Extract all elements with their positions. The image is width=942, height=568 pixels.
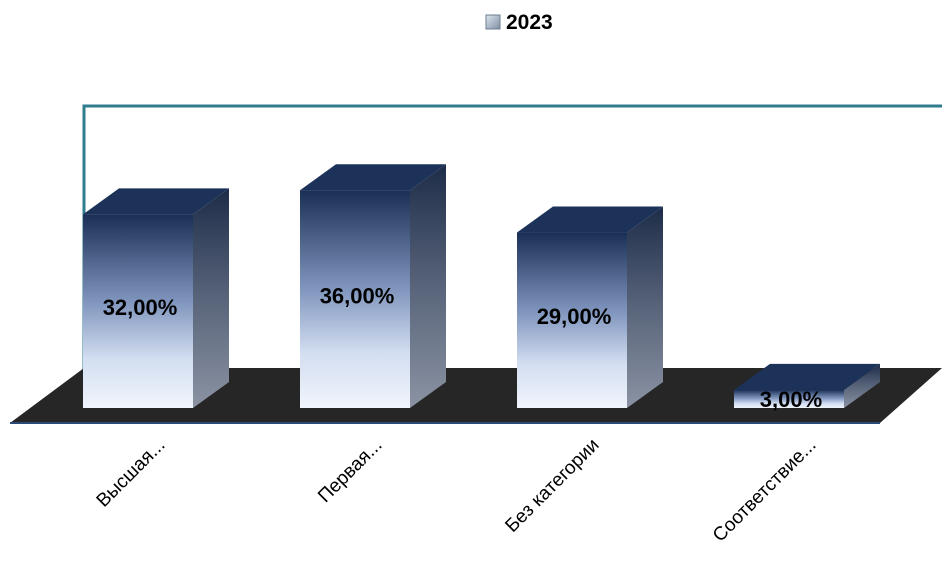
bars-group: 32,00% 36,00% 29,00% 3,00% xyxy=(83,164,880,412)
bar-top-1 xyxy=(300,164,446,191)
bar-top-0 xyxy=(83,188,229,215)
bar-front-1 xyxy=(300,190,410,408)
bar-side-1 xyxy=(410,164,446,408)
legend: 2023 xyxy=(485,11,553,34)
legend-series-name: 2023 xyxy=(506,11,553,34)
x-axis-ticks: Высшая... Первая... Без категории Соответст… xyxy=(93,435,821,547)
category-label-2: Без категории xyxy=(501,435,603,537)
bar-side-3 xyxy=(844,363,880,408)
category-label-3: Соответствие... xyxy=(709,435,821,547)
bar-0: 32,00% xyxy=(83,188,229,408)
bar-front-0 xyxy=(83,214,193,408)
bar-front-2 xyxy=(517,232,627,408)
data-label-1: 36,00% xyxy=(320,283,395,308)
bar-3: 3,00% xyxy=(734,363,880,412)
bar-1: 36,00% xyxy=(300,164,446,408)
bar-front-3 xyxy=(734,389,844,408)
bar-side-0 xyxy=(193,188,229,408)
data-label-2: 29,00% xyxy=(537,304,612,329)
bar-top-2 xyxy=(517,206,663,233)
category-label-1: Первая... xyxy=(314,435,386,507)
category-label-0: Высшая... xyxy=(93,435,170,512)
bar-2: 29,00% xyxy=(517,206,663,408)
legend-swatch xyxy=(485,14,501,30)
bar-top-3 xyxy=(734,363,880,390)
bar-side-2 xyxy=(627,206,663,408)
chart-floor xyxy=(10,368,942,423)
data-label-3: 3,00% xyxy=(760,387,822,412)
data-label-0: 32,00% xyxy=(103,295,178,320)
